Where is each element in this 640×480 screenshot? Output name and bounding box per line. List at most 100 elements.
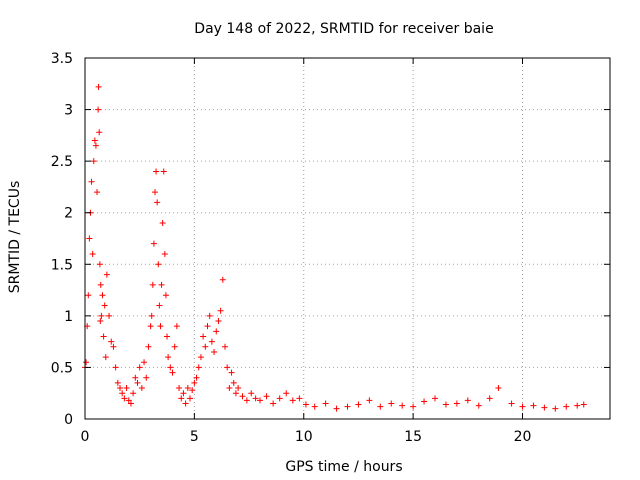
data-point [89, 250, 96, 257]
data-point [136, 364, 143, 371]
data-point [180, 390, 187, 397]
data-point [147, 323, 154, 330]
data-point [377, 403, 384, 410]
y-axis-ticks: 0 0.5 1 1.5 2 2.5 3 3.5 [51, 51, 610, 428]
data-point [552, 405, 559, 412]
data-point [211, 348, 218, 355]
data-point [91, 137, 98, 144]
data-point [169, 369, 176, 376]
data-point [574, 402, 581, 409]
data-point [100, 333, 107, 340]
axes [84, 57, 611, 420]
data-point [152, 189, 158, 196]
data-point [145, 343, 152, 350]
data-point [195, 364, 202, 371]
data-point [127, 400, 134, 407]
data-point [150, 240, 157, 247]
data-point [121, 395, 128, 402]
data-point [475, 402, 482, 409]
data-point [311, 403, 318, 410]
y-axis-label: SRMTID / TECUs [7, 181, 23, 294]
data-point [171, 343, 178, 350]
data-point [125, 397, 132, 404]
data-point [213, 328, 220, 335]
data-point [232, 390, 239, 397]
grid-lines [85, 58, 610, 419]
data-point [117, 385, 123, 392]
data-point [226, 385, 233, 392]
data-point [153, 168, 160, 175]
data-point [176, 385, 183, 392]
data-point [154, 199, 161, 206]
data-point [159, 220, 166, 227]
data-point [184, 385, 191, 392]
data-point [189, 387, 196, 394]
data-point [148, 312, 155, 319]
data-point [101, 302, 108, 309]
data-point [94, 189, 101, 196]
data-point [442, 401, 449, 408]
data-point [453, 400, 460, 407]
data-point [155, 261, 162, 268]
data-point [114, 379, 121, 386]
data-point [149, 281, 156, 288]
data-point [108, 338, 115, 345]
data-point [248, 390, 255, 397]
data-point [156, 302, 163, 309]
data-point [302, 401, 309, 408]
data-point [222, 343, 228, 350]
data-point [228, 369, 235, 376]
data-point [283, 390, 290, 397]
data-point [191, 379, 198, 386]
data-point [95, 83, 102, 90]
data-point [103, 271, 110, 278]
data-point [182, 400, 189, 407]
x-axis-label: GPS time / hours [285, 459, 402, 475]
y-tick-label: 3.5 [51, 51, 73, 67]
data-point [193, 374, 200, 381]
x-axis-ticks: 0 5 10 15 20 [81, 58, 531, 445]
data-point [217, 307, 224, 314]
data-point [202, 343, 209, 350]
data-point [110, 343, 117, 350]
data-point [85, 292, 92, 299]
data-point [486, 395, 493, 402]
data-point [197, 354, 204, 361]
data-point [160, 168, 167, 175]
x-tick-label: 10 [295, 429, 313, 445]
data-point [399, 402, 406, 409]
data-point [530, 402, 537, 409]
y-tick-label: 2.5 [51, 154, 73, 170]
y-tick-label: 0.5 [51, 360, 73, 376]
data-point [161, 250, 168, 257]
data-point [388, 400, 395, 407]
data-point [208, 338, 215, 345]
y-tick-label: 2 [64, 206, 73, 222]
data-point [165, 354, 172, 361]
data-point [344, 403, 351, 410]
data-point [88, 178, 95, 185]
data-point [157, 323, 164, 330]
data-point [96, 261, 103, 268]
data-point [178, 395, 185, 402]
data-point [541, 404, 548, 411]
data-point [200, 333, 207, 340]
data-point [410, 403, 417, 410]
plot-border [84, 57, 611, 420]
data-point [495, 385, 502, 392]
data-point [215, 318, 222, 325]
data-point [257, 397, 263, 404]
data-point [106, 312, 113, 319]
data-point [119, 390, 126, 397]
data-points [82, 83, 587, 412]
data-point [187, 395, 193, 402]
data-point [90, 158, 97, 165]
chart-title: Day 148 of 2022, SRMTID for receiver bai… [194, 21, 493, 37]
data-point [164, 333, 171, 340]
data-point [143, 374, 150, 381]
data-point [123, 385, 130, 392]
data-point [96, 129, 103, 136]
data-point [97, 318, 104, 325]
data-point [204, 323, 211, 330]
